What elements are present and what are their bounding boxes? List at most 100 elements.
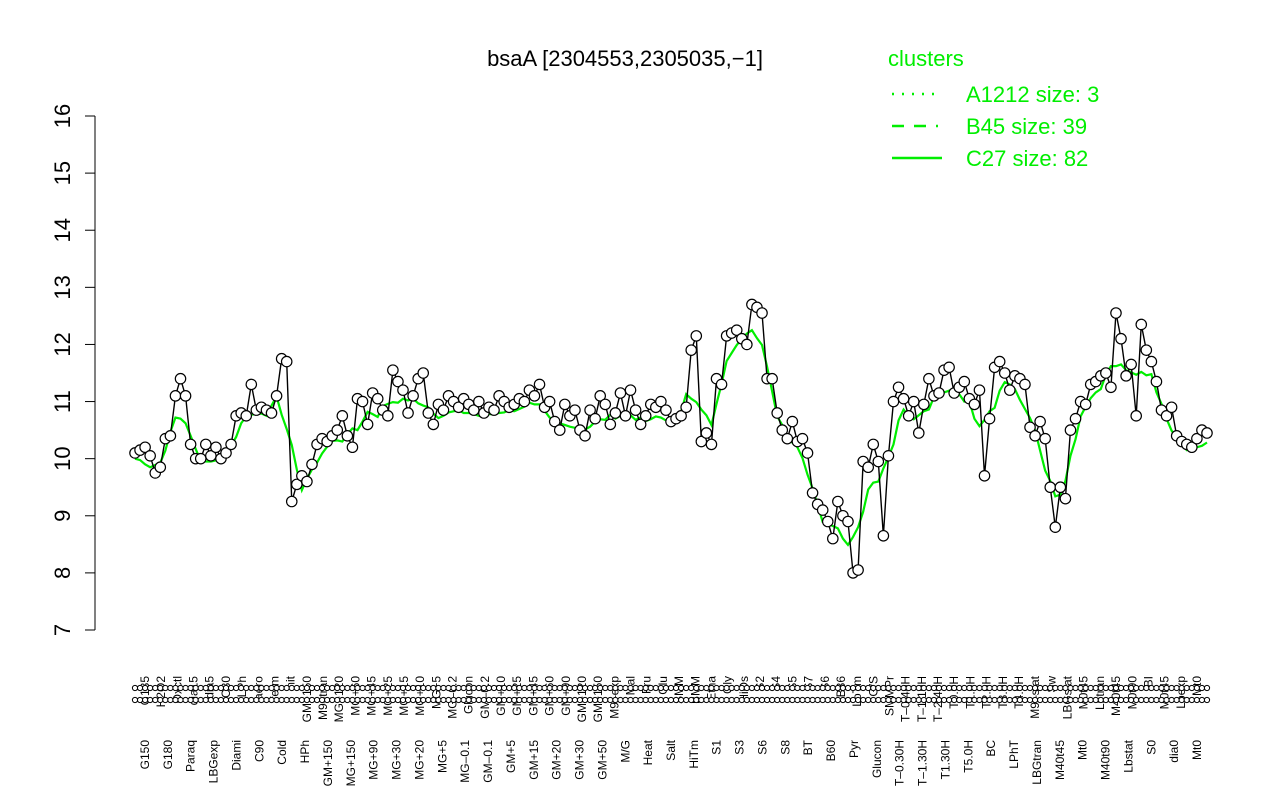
x-marker [227, 684, 235, 692]
data-point [1140, 344, 1153, 356]
x-marker [1158, 696, 1165, 704]
x-tick-label: S1 [710, 740, 724, 755]
x-marker [1016, 696, 1024, 704]
x-tick-label: T5.0H [961, 740, 975, 773]
data-point [280, 355, 293, 368]
x-marker [1042, 696, 1049, 704]
x-tick-label: SMMPr [882, 676, 896, 716]
x-marker [202, 696, 209, 704]
x-marker [197, 684, 204, 692]
x-marker [1117, 684, 1125, 692]
data-point [771, 407, 783, 419]
x-marker [698, 684, 705, 692]
x-marker [278, 684, 285, 692]
x-marker [991, 684, 998, 692]
x-marker [839, 684, 847, 692]
x-marker [940, 684, 948, 692]
x-marker [576, 696, 584, 704]
x-marker [763, 696, 771, 704]
x-marker [738, 696, 745, 704]
x-marker [490, 696, 498, 704]
x-marker [1153, 684, 1160, 692]
x-marker [1183, 684, 1190, 692]
x-marker [399, 684, 407, 692]
x-tick-label: BI [1141, 676, 1155, 687]
x-marker [192, 696, 199, 704]
x-marker [1021, 696, 1029, 704]
x-marker [1128, 696, 1135, 704]
x-marker [693, 684, 700, 692]
x-tick-label: MG–0.1 [458, 740, 472, 783]
x-marker [465, 696, 472, 704]
x-marker [273, 696, 280, 704]
x-marker [971, 684, 978, 692]
x-marker [238, 684, 245, 692]
data-point [675, 410, 687, 422]
x-marker [551, 684, 558, 692]
x-marker [435, 684, 442, 692]
x-marker [349, 696, 356, 704]
data-point [1044, 481, 1057, 494]
x-marker [971, 696, 978, 704]
x-marker [581, 684, 589, 692]
x-marker [1087, 696, 1094, 704]
x-marker [632, 684, 639, 692]
x-marker [1173, 696, 1180, 704]
x-marker [642, 684, 649, 692]
x-marker [475, 684, 482, 692]
x-tick-label: MG+10 [413, 676, 427, 716]
x-marker [217, 696, 225, 704]
x-marker [404, 696, 412, 704]
x-marker [207, 684, 214, 692]
data-point [422, 407, 435, 419]
x-marker [925, 696, 932, 704]
x-marker [566, 696, 573, 704]
data-point [437, 404, 450, 416]
x-marker [258, 684, 265, 692]
x-marker [551, 696, 558, 704]
x-marker [875, 696, 882, 704]
x-tick-label: T2.0H [980, 676, 994, 709]
data-point [892, 381, 905, 394]
x-marker [531, 684, 538, 692]
x-marker [834, 696, 841, 704]
x-marker [450, 696, 457, 704]
data-point [842, 515, 854, 528]
x-marker [834, 684, 841, 692]
x-marker [1188, 696, 1195, 704]
x-marker [844, 684, 852, 692]
x-marker [758, 696, 766, 704]
x-marker [662, 684, 670, 692]
data-point [1130, 410, 1143, 422]
x-marker [708, 684, 715, 692]
x-marker [1148, 684, 1155, 692]
x-marker [308, 696, 316, 704]
x-marker [506, 684, 513, 692]
x-tick-label: Lbstat [1121, 739, 1135, 772]
x-marker [283, 684, 290, 692]
x-marker [602, 684, 609, 692]
x-marker [364, 696, 371, 704]
data-point [553, 424, 566, 436]
x-marker [1072, 696, 1079, 704]
x-marker [268, 696, 275, 704]
data-point [806, 487, 819, 499]
x-marker [399, 696, 407, 704]
x-marker [809, 684, 816, 692]
x-marker [374, 684, 381, 692]
x-marker [182, 684, 189, 692]
x-marker [784, 684, 791, 692]
x-tick-label: BT [801, 739, 815, 755]
x-marker [753, 696, 761, 704]
x-marker [748, 696, 756, 704]
x-marker [1031, 684, 1039, 692]
x-marker [1168, 696, 1175, 704]
x-marker [829, 684, 836, 692]
data-point [943, 361, 955, 374]
x-marker [683, 696, 690, 704]
x-marker [1183, 696, 1190, 704]
data-point [801, 447, 814, 459]
x-marker [222, 684, 230, 692]
data-point [528, 390, 541, 402]
x-tick-label: GM+50 [595, 740, 609, 780]
